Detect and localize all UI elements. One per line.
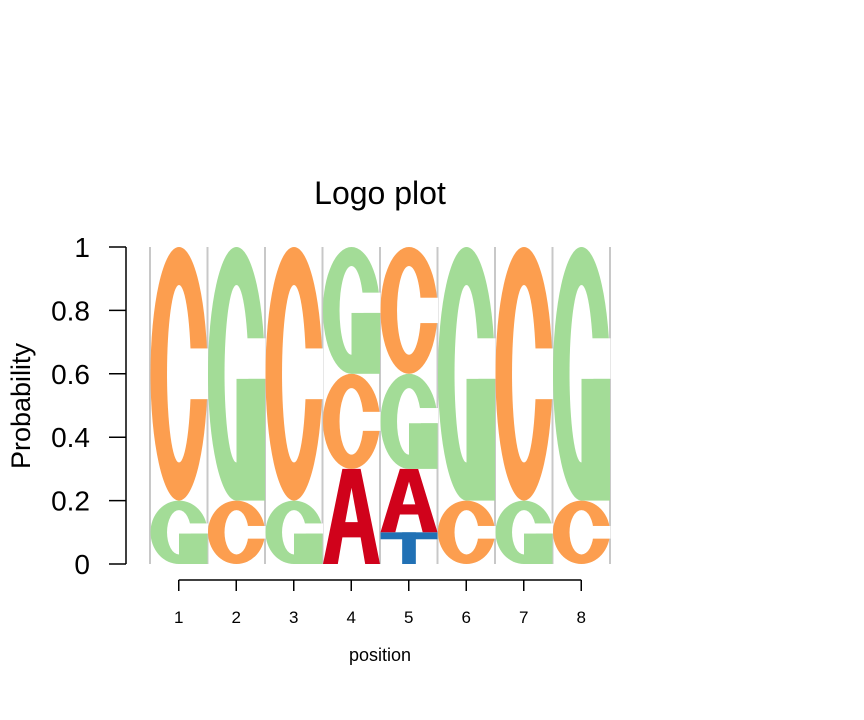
x-tick-label: 8 (577, 608, 586, 627)
logo-letter-c-pos-6 (438, 500, 496, 564)
x-tick-label: 2 (232, 608, 241, 627)
x-tick-label: 5 (404, 608, 413, 627)
x-tick-label: 4 (347, 608, 356, 627)
x-tick-label: 7 (519, 608, 528, 627)
x-tick-label: 1 (174, 608, 183, 627)
logo-letter-c-pos-2 (208, 500, 266, 564)
plot-area: 0 0.2 0.4 0.6 0.8 1 1 2 3 4 5 6 7 8 (51, 232, 611, 627)
logo-letter-a-pos-4 (323, 468, 380, 564)
logo-letter-g-pos-1 (150, 500, 209, 564)
logo-letter-a-pos-5 (380, 468, 438, 533)
y-tick-label: 0.2 (51, 486, 90, 517)
y-tick-label: 1 (74, 232, 90, 263)
logo-letter-c-pos-5 (380, 247, 439, 374)
logo-letter-g-pos-8 (553, 247, 611, 501)
logo-letter-g-pos-7 (495, 500, 554, 564)
logo-letter-g-pos-2 (208, 247, 266, 501)
logo-letter-c-pos-1 (150, 247, 209, 501)
x-tick-label: 3 (289, 608, 298, 627)
y-tick-label: 0 (74, 549, 90, 580)
logo-letter-c-pos-3 (265, 247, 324, 501)
logo-letter-t-pos-5 (380, 532, 438, 564)
logo-letter-g-pos-4 (323, 247, 381, 374)
x-axis-label: position (349, 645, 411, 665)
y-tick-label: 0.4 (51, 422, 90, 453)
logo-letter-g-pos-5 (380, 373, 439, 469)
logo-letter-c-pos-7 (495, 247, 554, 501)
logo-letter-g-pos-6 (438, 247, 496, 501)
logo-letter-c-pos-4 (323, 373, 381, 469)
logo-letter-g-pos-3 (265, 500, 324, 564)
y-axis-label: Probability (6, 342, 36, 469)
logo-letter-c-pos-8 (553, 500, 611, 564)
x-tick-label: 6 (462, 608, 471, 627)
y-tick-label: 0.6 (51, 359, 90, 390)
y-tick-label: 0.8 (51, 295, 90, 326)
chart-title: Logo plot (314, 175, 446, 211)
